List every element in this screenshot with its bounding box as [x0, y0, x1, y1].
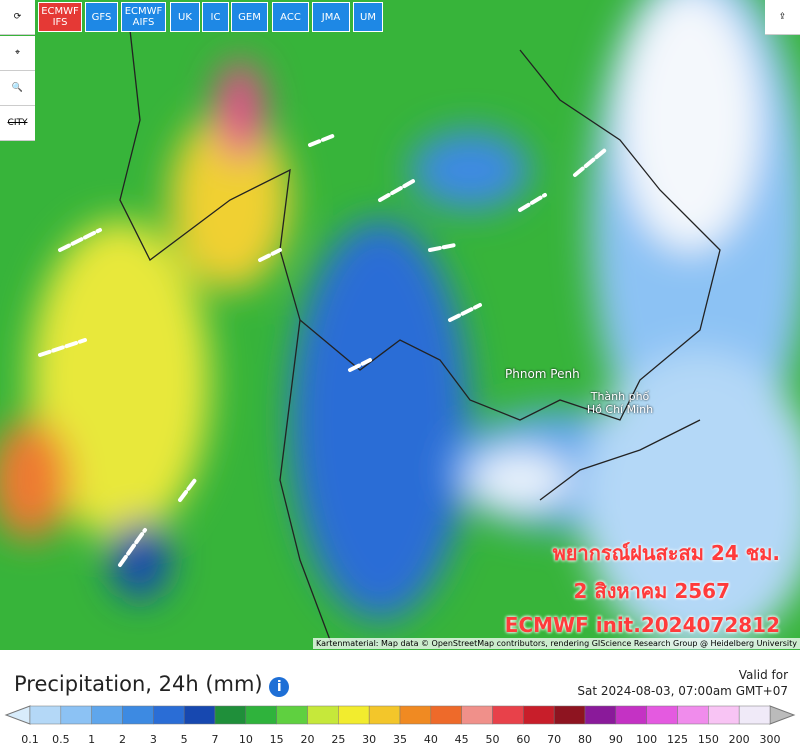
- legend-label: 70: [547, 733, 561, 746]
- legend-swatch: [245, 705, 277, 725]
- valid-time: Sat 2024-08-03, 07:00am GMT+07: [577, 684, 788, 698]
- legend-swatch: [677, 705, 709, 725]
- legend-label: 10: [239, 733, 253, 746]
- legend: 0.1 0.5 1 2 3 5 7 10 15 20 25 30 35 40 45 50 60 70 80 90 100…: [4, 705, 796, 746]
- legend-swatch: [214, 705, 247, 725]
- legend-swatch: [338, 705, 370, 725]
- model-button[interactable]: GFS: [85, 2, 118, 32]
- legend-swatch: [91, 705, 123, 725]
- legend-label: 45: [455, 733, 469, 746]
- legend-swatch: [307, 705, 339, 725]
- refresh-button[interactable]: ⟳: [0, 0, 35, 35]
- legend-swatch: [153, 705, 185, 725]
- model-button[interactable]: UM: [353, 2, 383, 32]
- legend-swatch: [60, 705, 92, 725]
- legend-label: 40: [424, 733, 438, 746]
- legend-swatch: [615, 705, 647, 725]
- legend-label: 7: [212, 733, 219, 746]
- legend-label: 125: [667, 733, 688, 746]
- legend-swatch: [523, 705, 555, 725]
- legend-swatch: [461, 705, 493, 725]
- legend-swatch: [399, 705, 432, 725]
- legend-label: 150: [698, 733, 719, 746]
- legend-arrow: [4, 705, 31, 725]
- legend-label: 100: [636, 733, 657, 746]
- place-label: Phnom Penh: [505, 367, 580, 381]
- legend-label: 0.5: [52, 733, 70, 746]
- legend-label: 200: [729, 733, 750, 746]
- model-button[interactable]: ECMWF AIFS: [121, 2, 166, 32]
- overlay-text: ECMWF init.2024072812: [504, 613, 780, 637]
- share-button[interactable]: ⇪: [765, 0, 800, 35]
- legend-swatch: [708, 705, 740, 725]
- place-label: Thành phố Hồ Chí Minh: [586, 390, 654, 416]
- legend-label: 50: [486, 733, 500, 746]
- valid-label: Valid for: [738, 668, 788, 682]
- legend-label: 1: [88, 733, 95, 746]
- legend-swatch: [368, 705, 401, 725]
- legend-swatch: [276, 705, 308, 725]
- location-button[interactable]: ⌖: [0, 36, 35, 71]
- legend-label: 30: [362, 733, 376, 746]
- model-button[interactable]: JMA: [312, 2, 350, 32]
- legend-swatch: [29, 705, 62, 725]
- model-button[interactable]: GEM: [231, 2, 268, 32]
- legend-label: 60: [516, 733, 530, 746]
- model-button[interactable]: ACC: [272, 2, 309, 32]
- legend-label: 300: [760, 733, 781, 746]
- legend-label: 3: [150, 733, 157, 746]
- model-button[interactable]: ECMWF IFS: [38, 2, 82, 32]
- legend-label: 0.1: [21, 733, 39, 746]
- legend-swatch: [646, 705, 678, 725]
- legend-label: 90: [609, 733, 623, 746]
- info-icon[interactable]: i: [269, 677, 290, 697]
- legend-label: 80: [578, 733, 592, 746]
- zoom-button[interactable]: 🔍: [0, 71, 35, 106]
- legend-arrow: [769, 705, 796, 725]
- title: Precipitation, 24h (mm): [14, 672, 263, 696]
- legend-label: 35: [393, 733, 407, 746]
- legend-label: 5: [181, 733, 188, 746]
- legend-swatch: [492, 705, 524, 725]
- overlay-text: พยากรณ์ฝนสะสม 24 ชม.: [552, 541, 780, 565]
- legend-label: 25: [331, 733, 345, 746]
- legend-swatch: [553, 705, 586, 725]
- map: [0, 0, 800, 650]
- city-button[interactable]: CITY: [0, 106, 35, 141]
- legend-swatch: [122, 705, 154, 725]
- model-button[interactable]: IC: [202, 2, 229, 32]
- legend-swatch: [430, 705, 462, 725]
- overlay-text: 2 สิงหาคม 2567: [573, 579, 730, 603]
- legend-swatch: [738, 705, 771, 725]
- attribution: Kartenmaterial: Map data © OpenStreetMap…: [312, 638, 800, 649]
- legend-swatch: [584, 705, 617, 725]
- model-button[interactable]: UK: [170, 2, 200, 32]
- legend-swatch: [183, 705, 216, 725]
- valid-box: Valid for Sat 2024-08-03, 07:00am GMT+07: [577, 667, 788, 699]
- legend-label: 20: [301, 733, 315, 746]
- legend-label: 2: [119, 733, 126, 746]
- panel-title: Precipitation, 24h (mm) i: [14, 672, 290, 697]
- legend-label: 15: [270, 733, 284, 746]
